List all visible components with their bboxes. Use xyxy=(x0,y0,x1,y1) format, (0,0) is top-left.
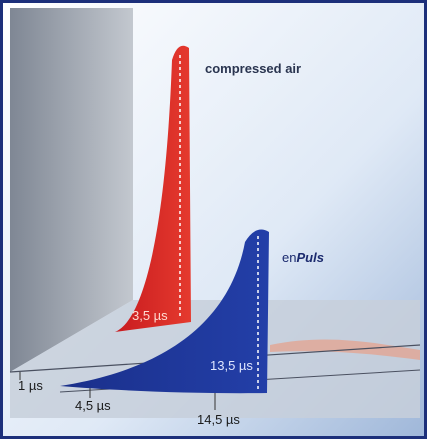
label-en: en xyxy=(282,250,296,265)
tick-label: 1 µs xyxy=(18,378,43,393)
tick-label: 4,5 µs xyxy=(75,398,111,413)
label-enpuls: enPuls xyxy=(282,250,324,265)
illustration: compressed air enPuls 3,5 µs 13,5 µs 1 µ… xyxy=(0,0,427,439)
blue-duration: 13,5 µs xyxy=(210,358,253,373)
red-duration: 3,5 µs xyxy=(132,308,168,323)
tick-label: 14,5 µs xyxy=(197,412,240,427)
label-compressed-air: compressed air xyxy=(205,61,301,76)
label-puls: Puls xyxy=(296,250,323,265)
